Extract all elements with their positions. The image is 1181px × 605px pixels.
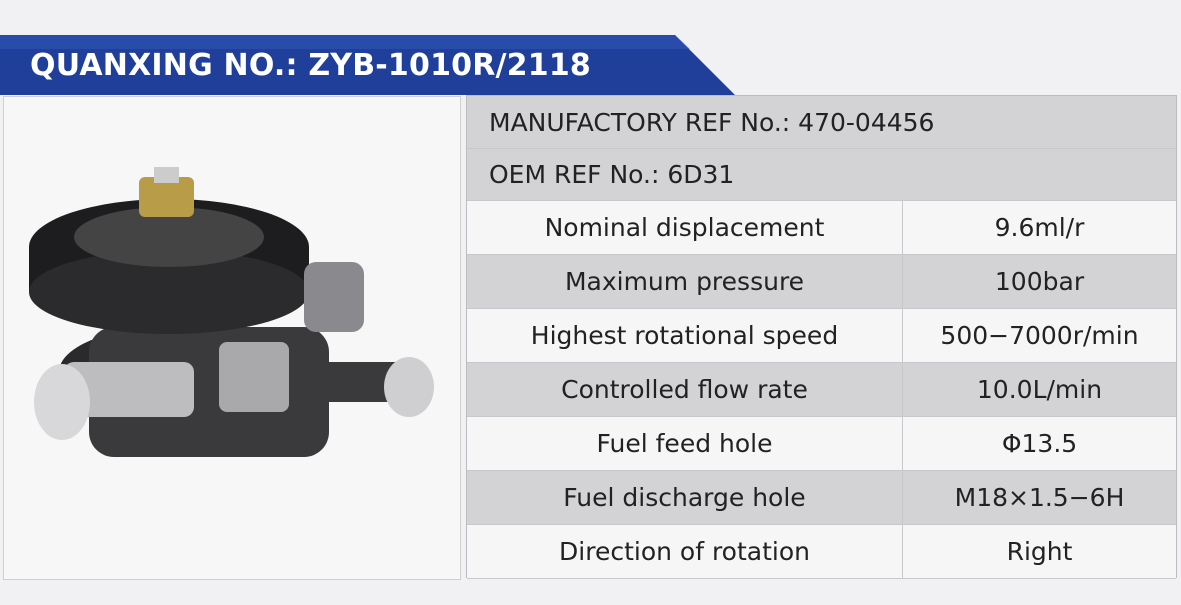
spec-row: Highest rotational speed 500−7000r/min	[467, 309, 1176, 363]
spec-label: Maximum pressure	[467, 255, 903, 308]
spec-row: Fuel discharge hole M18×1.5−6H	[467, 471, 1176, 525]
spec-label: Fuel discharge hole	[467, 471, 903, 524]
spec-row: Controlled flow rate 10.0L/min	[467, 363, 1176, 417]
spec-value: 500−7000r/min	[940, 321, 1139, 350]
spec-value: Right	[1006, 537, 1073, 566]
ref-row: MANUFACTORY REF No.: 470-04456	[467, 96, 1176, 149]
spec-row: Maximum pressure 100bar	[467, 255, 1176, 309]
spec-table: MANUFACTORY REF No.: 470-04456 OEM REF No…	[466, 95, 1177, 579]
product-photo	[3, 96, 461, 580]
spec-label: Direction of rotation	[467, 525, 903, 578]
header-banner	[0, 35, 735, 95]
spec-row: Direction of rotation Right	[467, 525, 1176, 579]
spec-row: Fuel feed hole Φ13.5	[467, 417, 1176, 471]
spec-value: 9.6ml/r	[994, 213, 1085, 242]
spec-label: Nominal displacement	[467, 201, 903, 254]
spec-value: M18×1.5−6H	[954, 483, 1125, 512]
spec-value: 10.0L/min	[976, 375, 1103, 404]
spec-row: Nominal displacement 9.6ml/r	[467, 201, 1176, 255]
spec-label: Controlled flow rate	[467, 363, 903, 416]
ref-row: OEM REF No.: 6D31	[467, 149, 1176, 201]
header-title: QUANXING NO.: ZYB-1010R/2118	[30, 48, 591, 83]
spec-label: Highest rotational speed	[467, 309, 903, 362]
spec-label: Fuel feed hole	[467, 417, 903, 470]
spec-value: Φ13.5	[1001, 429, 1078, 458]
spec-value: 100bar	[994, 267, 1085, 296]
pump-illustration	[29, 167, 434, 457]
